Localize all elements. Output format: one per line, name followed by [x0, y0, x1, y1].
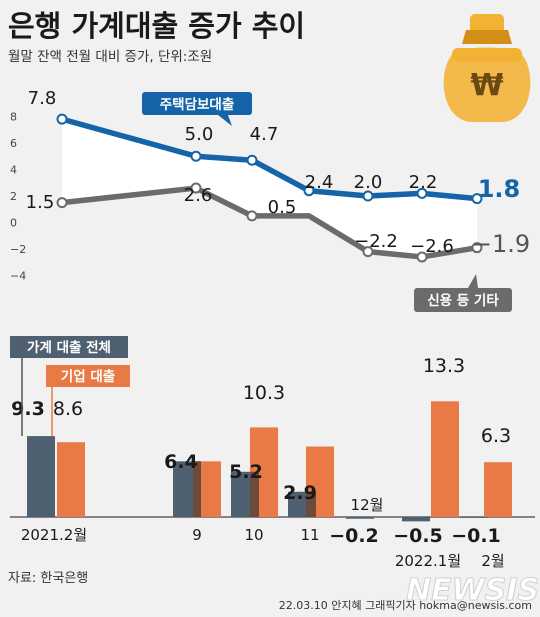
household-bar [402, 517, 430, 522]
bar-overlap [306, 491, 316, 517]
mortgage-point [303, 185, 315, 197]
other-value-label: −2.2 [354, 231, 398, 252]
household-value-label: 9.3 [11, 398, 45, 420]
mortgage-value-label: 2.0 [354, 172, 383, 193]
mortgage-point [190, 150, 202, 162]
bar-category-label: 12월 [351, 496, 384, 514]
mortgage-value-label: 7.8 [28, 88, 57, 109]
legend-corporate: 기업 대출 [46, 365, 130, 436]
legend-other: 신용 등 기타 [414, 274, 512, 312]
legend-household: 가계 대출 전체 [10, 336, 128, 436]
mortgage-value-label: 5.0 [185, 124, 214, 145]
mortgage-point [416, 187, 428, 199]
y-tick-label: 4 [10, 164, 17, 177]
mortgage-point [471, 193, 483, 205]
credit-line: 22.03.10 안지혜 그래픽기자 hokma@newsis.com [279, 599, 532, 612]
y-axis-ticks: 8 6 4 2 0 −2 −4 [10, 111, 26, 283]
legend-mortgage-label: 주택담보대출 [160, 96, 235, 113]
line-value-labels: 7.8 5.0 4.7 2.4 2.0 2.2 1.8 1.5 2.6 0.5 −2.2 −2.6 −1… [26, 88, 530, 258]
other-point [246, 210, 258, 222]
other-point [471, 242, 483, 254]
other-point [56, 197, 68, 209]
other-point [362, 246, 374, 258]
newsis-watermark: NEWSIS [406, 573, 539, 608]
corporate-value-label: 8.6 [53, 398, 83, 420]
line-points [56, 113, 483, 263]
money-bag-icon: ₩ [443, 14, 531, 122]
household-value-label: −0.2 [329, 525, 379, 547]
household-bar [460, 517, 488, 518]
legend-mortgage: 주택담보대출 [142, 92, 252, 126]
other-value-label: 2.6 [184, 185, 213, 206]
corporate-bar [57, 442, 85, 517]
page-subtitle: 월말 잔액 전월 대비 증가, 단위:조원 [8, 49, 212, 65]
page-title: 은행 가계대출 증가 추이 [8, 9, 305, 43]
mortgage-value-label: 2.4 [305, 172, 334, 193]
bar-category-label: 9 [192, 526, 202, 544]
mortgage-value-label: 1.8 [478, 175, 521, 203]
mortgage-point [56, 113, 68, 125]
y-tick-label: −4 [10, 270, 26, 283]
other-value-label: 0.5 [268, 197, 297, 218]
bars [27, 401, 512, 522]
household-bar [346, 517, 374, 519]
bar-chart: 9.3 6.4 5.2 2.9 −0.2 −0.5 −0.1 8.6 10.3 13.3 6.3 2… [10, 336, 535, 570]
bar-category-label: 2월 [481, 552, 504, 570]
other-value-label: −2.6 [410, 236, 454, 257]
legend-household-label: 가계 대출 전체 [27, 339, 111, 356]
other-value-label: −1.9 [472, 230, 530, 258]
svg-text:₩: ₩ [470, 68, 503, 103]
bar-overlap [250, 471, 259, 517]
line-chart: 8 6 4 2 0 −2 −4 7.8 5.0 4.7 2.4 2.0 2.2 1.8 1.5 2.6 0.5… [10, 88, 530, 312]
legend-corporate-label: 기업 대출 [61, 368, 115, 385]
mortgage-point [362, 190, 374, 202]
bar-overlap [193, 461, 201, 517]
y-tick-label: −2 [10, 243, 26, 256]
household-value-label: 2.9 [283, 482, 317, 504]
y-tick-label: 8 [10, 111, 17, 124]
corporate-value-label: 6.3 [481, 425, 511, 447]
bar-value-labels: 9.3 6.4 5.2 2.9 −0.2 −0.5 −0.1 8.6 10.3 13.3 6.3 [11, 355, 511, 547]
corporate-bar [484, 462, 512, 517]
mortgage-point [246, 154, 258, 166]
corporate-value-label: 13.3 [423, 355, 465, 377]
mortgage-value-label: 4.7 [250, 124, 279, 145]
corporate-value-label: 10.3 [243, 382, 285, 404]
mortgage-value-label: 2.2 [409, 172, 438, 193]
y-tick-label: 2 [10, 190, 17, 203]
household-value-label: 5.2 [229, 461, 263, 483]
y-tick-label: 0 [10, 217, 17, 230]
bar-category-label: 2022.1월 [395, 552, 461, 570]
household-value-label: −0.5 [393, 525, 443, 547]
between-lines-band [62, 119, 477, 257]
bar-category-labels: 2021.2월 9 10 11 12월 2022.1월 2월 [21, 496, 505, 570]
other-point [416, 251, 428, 263]
bar-category-label: 11 [300, 526, 319, 544]
household-value-label: −0.1 [451, 525, 501, 547]
household-value-label: 6.4 [164, 451, 198, 473]
bar-category-label: 10 [244, 526, 263, 544]
other-point [190, 182, 202, 194]
bar-category-label: 2021.2월 [21, 526, 87, 544]
legend-other-label: 신용 등 기타 [427, 293, 499, 309]
household-bar [27, 436, 55, 517]
source-note: 자료: 한국은행 [8, 570, 88, 586]
other-value-label: 1.5 [26, 192, 55, 213]
y-tick-label: 6 [10, 137, 17, 150]
corporate-bar [431, 401, 459, 517]
